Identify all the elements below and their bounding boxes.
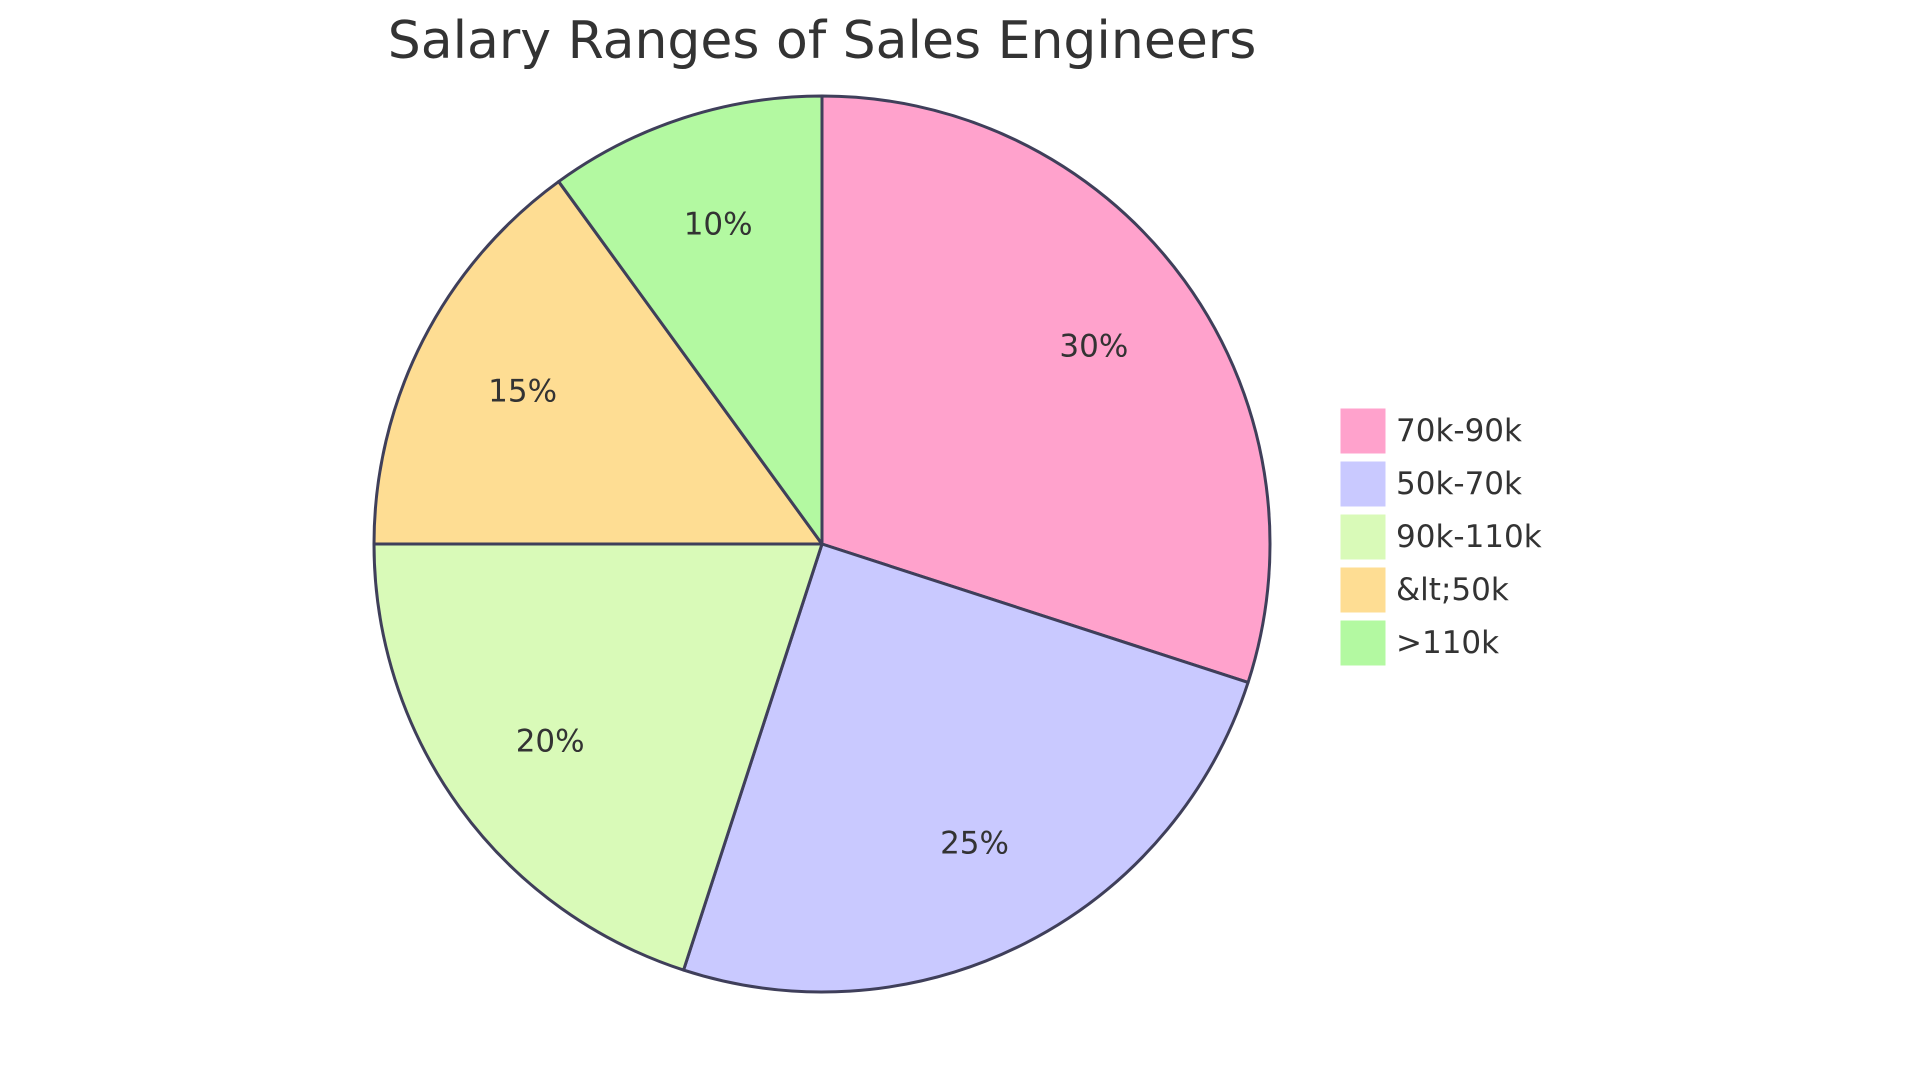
pie-slice-gt-110k bbox=[557, 94, 824, 546]
legend-swatch-lt-50k bbox=[1339, 566, 1387, 614]
pie-slice-50k-70k bbox=[682, 542, 1250, 994]
legend: 70k-90k 50k-70k 90k-110k&lt;50k >110k bbox=[1339, 407, 1542, 667]
pie-slices bbox=[372, 94, 1272, 994]
legend-swatch-gt-110k bbox=[1339, 619, 1387, 667]
pie-slice-labels: 30% 25% 20% 15% 10% bbox=[488, 206, 1128, 861]
legend-label: 50k-70k bbox=[1396, 466, 1522, 502]
pie-slice-90k-110k bbox=[372, 542, 824, 972]
slice-value-label: 30% bbox=[1059, 329, 1128, 365]
slice-value-label: 10% bbox=[684, 206, 753, 242]
legend-swatch-50k-70k bbox=[1339, 460, 1387, 508]
chart-title: Salary Ranges of Sales Engineers bbox=[388, 11, 1257, 71]
legend-label: &lt;50k bbox=[1396, 572, 1509, 608]
legend-label: >110k bbox=[1396, 625, 1499, 661]
pie-slice-70k-90k bbox=[820, 94, 1272, 684]
pie-slice-lt-50k bbox=[372, 180, 824, 546]
legend-label: 70k-90k bbox=[1396, 413, 1522, 449]
slice-value-label: 20% bbox=[516, 723, 585, 759]
slice-value-label: 15% bbox=[488, 373, 557, 409]
slice-value-label: 25% bbox=[940, 825, 1009, 861]
legend-swatch-70k-90k bbox=[1339, 407, 1387, 455]
legend-label: 90k-110k bbox=[1396, 519, 1542, 555]
legend-swatch-90k-110k bbox=[1339, 513, 1387, 561]
